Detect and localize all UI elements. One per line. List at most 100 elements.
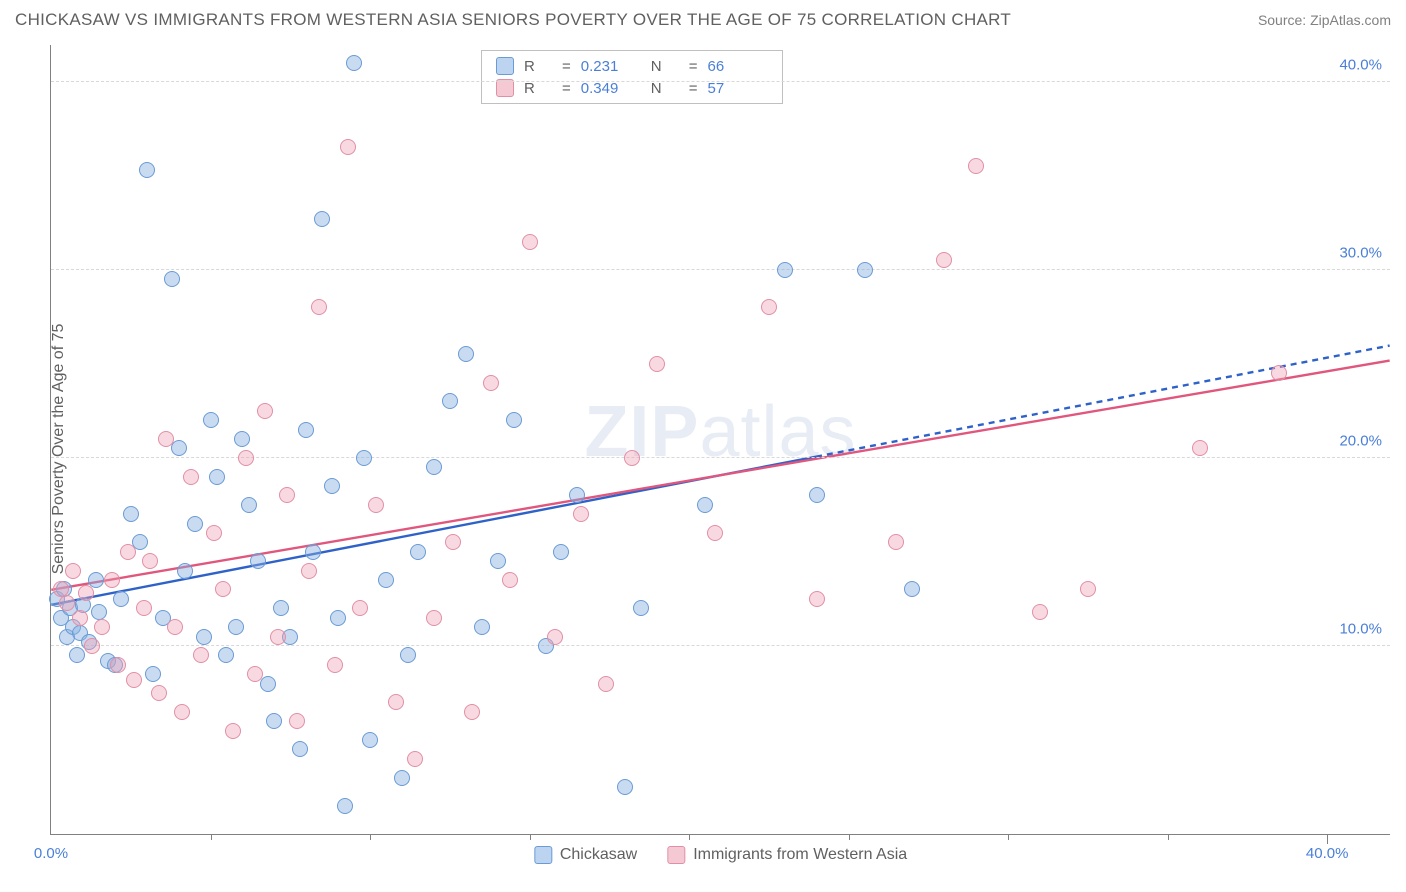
legend-swatch-b <box>496 79 514 97</box>
n-eq: = <box>689 58 698 75</box>
data-point <box>228 619 244 635</box>
data-point <box>113 591 129 607</box>
data-point <box>123 506 139 522</box>
legend-item-b: Immigrants from Western Asia <box>667 846 907 864</box>
data-point <box>69 647 85 663</box>
x-tick-label: 0.0% <box>34 845 68 862</box>
data-point <box>378 572 394 588</box>
data-point <box>857 262 873 278</box>
data-point <box>305 544 321 560</box>
r-label: R <box>524 58 552 75</box>
data-point <box>464 704 480 720</box>
r-value-a: 0.231 <box>581 58 641 75</box>
data-point <box>1032 604 1048 620</box>
data-point <box>171 440 187 456</box>
data-point <box>247 666 263 682</box>
data-point <box>167 619 183 635</box>
data-point <box>260 676 276 692</box>
n-label: N <box>651 58 679 75</box>
data-point <box>120 544 136 560</box>
data-point <box>707 525 723 541</box>
data-point <box>327 657 343 673</box>
data-point <box>136 600 152 616</box>
data-point <box>330 610 346 626</box>
data-point <box>257 403 273 419</box>
data-point <box>196 629 212 645</box>
data-point <box>777 262 793 278</box>
data-point <box>206 525 222 541</box>
legend-label-a: Chickasaw <box>560 846 637 864</box>
data-point <box>502 572 518 588</box>
data-point <box>311 299 327 315</box>
n-value-b: 57 <box>708 80 768 97</box>
data-point <box>474 619 490 635</box>
data-point <box>400 647 416 663</box>
data-point <box>91 604 107 620</box>
data-point <box>164 271 180 287</box>
r-eq: = <box>562 58 571 75</box>
data-point <box>1080 581 1096 597</box>
data-point <box>78 585 94 601</box>
data-point <box>490 553 506 569</box>
n-eq: = <box>689 80 698 97</box>
y-tick-label: 10.0% <box>1339 620 1382 637</box>
data-point <box>126 672 142 688</box>
data-point <box>193 647 209 663</box>
r-label: R <box>524 80 552 97</box>
series-legend: Chickasaw Immigrants from Western Asia <box>534 846 907 864</box>
data-point <box>250 553 266 569</box>
data-point <box>809 591 825 607</box>
legend-item-a: Chickasaw <box>534 846 637 864</box>
data-point <box>522 234 538 250</box>
x-tick-mark <box>1327 834 1328 844</box>
x-tick-mark <box>689 834 690 840</box>
legend-swatch-a <box>534 846 552 864</box>
data-point <box>340 139 356 155</box>
legend-row-series-a: R = 0.231 N = 66 <box>496 55 768 77</box>
data-point <box>809 487 825 503</box>
gridline-h <box>51 645 1390 646</box>
r-eq: = <box>562 80 571 97</box>
data-point <box>1271 365 1287 381</box>
data-point <box>445 534 461 550</box>
y-tick-label: 30.0% <box>1339 244 1382 261</box>
data-point <box>183 469 199 485</box>
data-point <box>426 610 442 626</box>
data-point <box>904 581 920 597</box>
watermark-zip: ZIP <box>584 391 699 471</box>
data-point <box>301 563 317 579</box>
data-point <box>279 487 295 503</box>
data-point <box>298 422 314 438</box>
data-point <box>104 572 120 588</box>
data-point <box>337 798 353 814</box>
data-point <box>936 252 952 268</box>
data-point <box>346 55 362 71</box>
data-point <box>174 704 190 720</box>
data-point <box>598 676 614 692</box>
n-value-a: 66 <box>708 58 768 75</box>
data-point <box>569 487 585 503</box>
chart-title: CHICKASAW VS IMMIGRANTS FROM WESTERN ASI… <box>15 10 1011 30</box>
data-point <box>158 431 174 447</box>
data-point <box>1192 440 1208 456</box>
data-point <box>209 469 225 485</box>
data-point <box>442 393 458 409</box>
data-point <box>362 732 378 748</box>
trend-lines <box>51 45 1390 834</box>
scatter-plot: Seniors Poverty Over the Age of 75 ZIPat… <box>50 45 1390 835</box>
data-point <box>553 544 569 560</box>
r-value-b: 0.349 <box>581 80 641 97</box>
correlation-legend: R = 0.231 N = 66 R = 0.349 N = 57 <box>481 50 783 104</box>
x-tick-mark <box>530 834 531 840</box>
data-point <box>139 162 155 178</box>
data-point <box>624 450 640 466</box>
data-point <box>145 666 161 682</box>
data-point <box>72 610 88 626</box>
data-point <box>407 751 423 767</box>
x-tick-mark <box>1168 834 1169 840</box>
watermark-atlas: atlas <box>699 391 856 471</box>
y-axis-label: Seniors Poverty Over the Age of 75 <box>50 323 68 574</box>
y-tick-label: 40.0% <box>1339 56 1382 73</box>
n-label: N <box>651 80 679 97</box>
data-point <box>324 478 340 494</box>
